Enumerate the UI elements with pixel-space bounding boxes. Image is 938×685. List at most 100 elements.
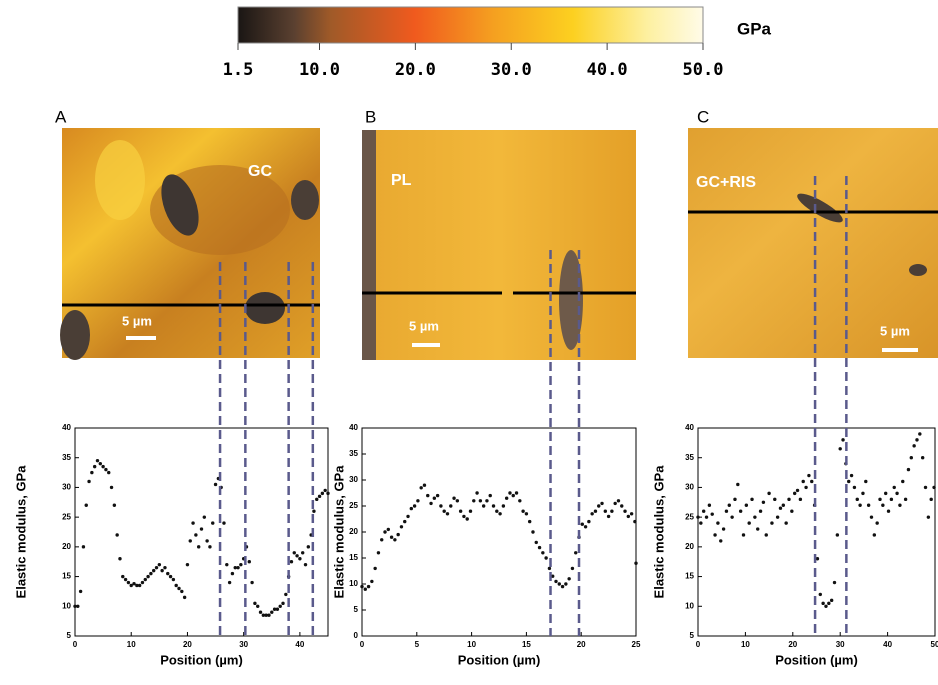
data-point	[225, 562, 229, 567]
data-point	[320, 491, 325, 496]
data-point	[376, 551, 381, 555]
colorbar-unit: GPa	[737, 19, 772, 38]
data-point	[901, 479, 905, 484]
data-point	[875, 521, 879, 525]
data-point	[429, 501, 433, 506]
y-tick-label: 10	[62, 601, 71, 610]
data-point	[716, 521, 720, 525]
data-point	[396, 532, 400, 537]
x-tick-label: 40	[883, 640, 892, 649]
data-point	[798, 497, 803, 502]
data-point	[557, 582, 561, 586]
y-tick-label: 10	[685, 601, 694, 610]
data-point	[498, 512, 502, 516]
y-tick-label: 30	[62, 483, 71, 492]
x-tick-label: 20	[183, 640, 192, 649]
y-tick-label: 5	[67, 631, 72, 640]
data-point	[168, 574, 173, 579]
data-point	[778, 506, 783, 510]
x-tick-label: 0	[696, 640, 701, 649]
data-point	[710, 512, 714, 516]
data-point	[403, 519, 407, 524]
data-point	[719, 539, 723, 543]
colorbar-tick-label: 40.0	[587, 60, 628, 80]
data-point	[606, 514, 611, 519]
data-point	[432, 496, 437, 500]
data-point	[835, 533, 840, 537]
data-point	[253, 601, 257, 606]
data-point	[787, 497, 791, 502]
data-point	[468, 509, 473, 513]
data-point	[524, 512, 529, 516]
x-tick-label: 30	[239, 640, 248, 649]
data-point	[107, 470, 111, 475]
data-point	[284, 592, 288, 597]
data-point	[629, 512, 634, 516]
data-point	[399, 525, 404, 529]
data-point	[95, 458, 100, 463]
data-point	[366, 584, 371, 589]
data-point	[409, 506, 414, 511]
data-point	[90, 470, 94, 475]
data-point	[261, 613, 266, 617]
data-point	[236, 565, 240, 570]
x-tick-label: 20	[577, 640, 586, 649]
data-point	[804, 485, 808, 490]
data-point	[858, 503, 862, 507]
data-point	[140, 580, 145, 585]
y-tick-label: 35	[349, 449, 358, 458]
data-point	[889, 497, 894, 502]
data-point	[878, 497, 882, 502]
data-point	[918, 432, 922, 436]
data-point	[393, 538, 397, 542]
y-tick-label: 5	[690, 631, 695, 640]
data-point	[256, 604, 260, 608]
data-point	[838, 447, 842, 451]
y-tick-label: 25	[62, 512, 71, 521]
data-point	[795, 488, 800, 493]
data-point	[442, 509, 446, 513]
y-tick-label: 20	[685, 542, 694, 551]
data-point	[422, 483, 427, 487]
data-point	[199, 527, 204, 531]
data-point	[727, 503, 731, 507]
data-point	[123, 577, 128, 582]
data-point	[600, 501, 604, 506]
data-point	[704, 515, 709, 519]
data-point	[191, 521, 195, 525]
data-point	[264, 613, 268, 617]
y-tick-label: 5	[354, 605, 359, 614]
x-tick-label: 25	[632, 640, 641, 649]
plot-frame	[74, 427, 329, 637]
data-point	[626, 514, 631, 519]
data-point	[152, 568, 156, 573]
data-point	[115, 533, 119, 537]
data-point	[504, 496, 509, 500]
colorbar-tick-label: 10.0	[299, 60, 340, 80]
y-tick-label: 35	[62, 453, 71, 462]
data-point	[360, 584, 364, 589]
data-point	[465, 517, 469, 521]
data-point	[312, 509, 316, 513]
data-point	[560, 584, 565, 589]
colorbar-tick-label: 50.0	[683, 60, 724, 80]
data-point	[781, 503, 786, 507]
data-point	[73, 604, 77, 608]
plot-frame	[697, 427, 936, 637]
data-point	[439, 504, 443, 508]
colorbar	[237, 6, 704, 44]
data-point	[554, 579, 558, 584]
data-point	[707, 503, 712, 507]
y-tick-label: 35	[685, 453, 694, 462]
data-point	[121, 574, 125, 579]
data-point	[923, 485, 928, 490]
data-point	[508, 491, 512, 495]
data-point	[829, 598, 834, 603]
data-point	[326, 491, 330, 496]
data-point	[462, 514, 466, 519]
scale-bar-label: 5 µm	[880, 323, 910, 338]
x-axis-label: Position (µm)	[458, 652, 541, 667]
data-point	[270, 610, 274, 614]
y-tick-label: 15	[685, 572, 694, 581]
data-point	[909, 456, 913, 460]
